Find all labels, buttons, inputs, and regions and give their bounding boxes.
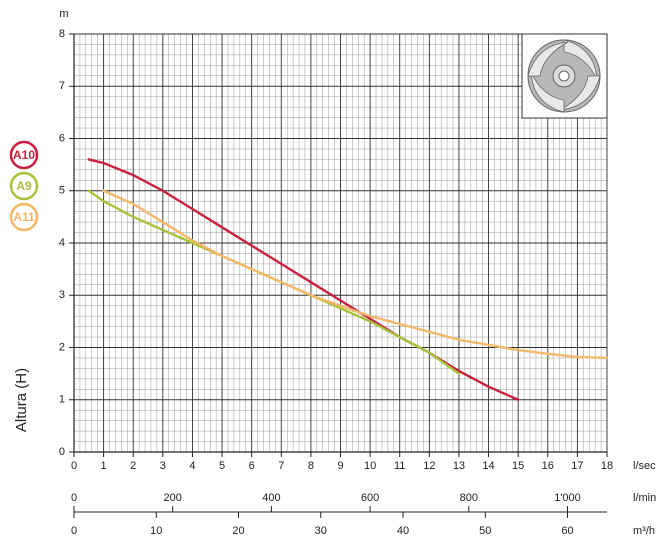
x-tick-label: 20 [232,525,244,537]
x-tick-label: 0 [71,460,77,472]
x-tick-label: 14 [482,460,494,472]
y-tick-label: 4 [59,237,65,249]
grid [73,33,608,453]
series-line [87,158,520,401]
y-tick-label: 3 [59,289,65,301]
x-tick-label: 13 [453,460,465,472]
y-tick-label: 6 [59,132,65,144]
x-tick-label: 0 [71,525,77,537]
x-tick-label: 2 [130,460,136,472]
x-tick-label: 8 [308,460,314,472]
legend-label: A11 [13,210,35,224]
y-tick-label: 0 [59,446,65,458]
x-tick-label: 1'000 [554,492,581,504]
y-tick-label: 2 [59,341,65,353]
x-tick-label: 40 [397,525,409,537]
x-tick-label: 800 [460,492,478,504]
x-tick-label: 3 [160,460,166,472]
legend-label: A9 [16,179,32,193]
y-tick-label: 1 [59,394,65,406]
x-tick-label: 600 [361,492,379,504]
x-tick-label: 200 [164,492,182,504]
x-tick-label: 11 [394,460,405,472]
x-tick-label: 17 [571,460,583,472]
legend-label: A10 [13,148,35,162]
series-line [87,189,461,375]
y-axis-label: Altura (H) [13,368,30,432]
x-tick-label: 0 [71,492,77,504]
x-tick-label: 15 [512,460,524,472]
x-tick-label: 60 [561,525,573,537]
x-tick-label: 9 [337,460,343,472]
x-tick-label: 50 [479,525,491,537]
x-tick-label: 18 [601,460,613,472]
y-unit: m [59,8,68,20]
y-tick-label: 5 [59,185,65,197]
y-tick-label: 8 [59,28,65,40]
x-tick-label: 1 [101,460,107,472]
series-line [102,189,609,360]
x-tick-label: 12 [423,460,435,472]
x-tick-label: 10 [364,460,376,472]
x-tick-label: 5 [219,460,225,472]
axis-unit: l/min [633,492,656,504]
legend-marker [9,202,39,232]
x-tick-label: 10 [150,525,162,537]
legend-marker [9,140,39,170]
legend-marker [9,171,39,201]
x-tick-label: 7 [278,460,284,472]
impeller-icon [521,33,608,119]
x-tick-label: 400 [262,492,280,504]
x-tick-label: 30 [315,525,327,537]
x-unit: l/sec [633,460,656,472]
axis-unit: m³/h [633,525,655,537]
y-tick-label: 7 [59,80,65,92]
x-tick-label: 6 [249,460,255,472]
x-tick-label: 16 [542,460,554,472]
x-tick-label: 4 [189,460,195,472]
